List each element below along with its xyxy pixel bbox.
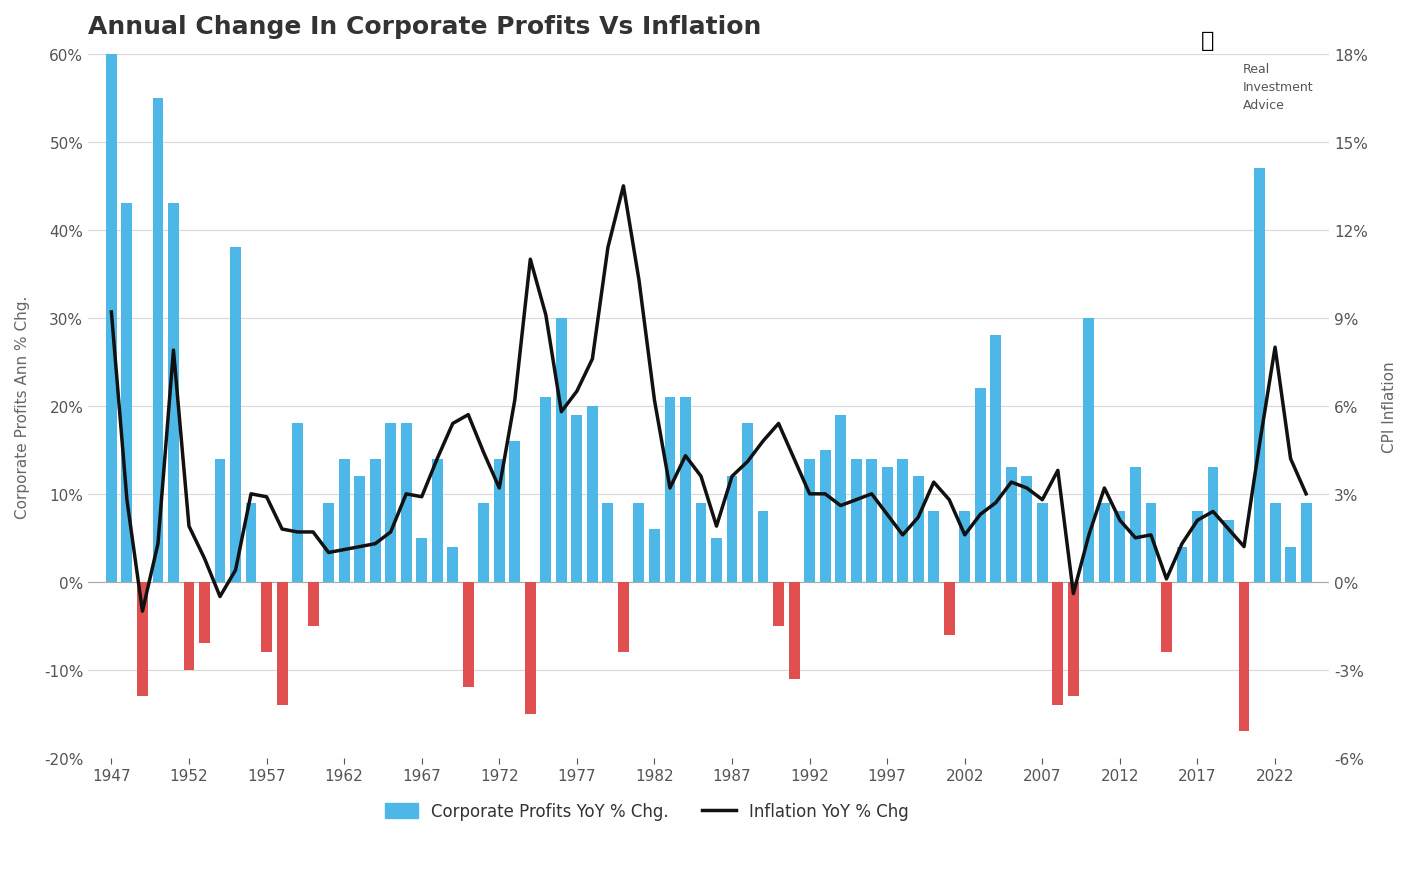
Bar	[1145, 503, 1156, 582]
Bar	[479, 503, 489, 582]
Bar	[959, 512, 970, 582]
Bar	[1005, 468, 1017, 582]
Bar	[184, 582, 195, 670]
Bar	[541, 398, 551, 582]
Bar	[1036, 503, 1048, 582]
Bar	[230, 249, 241, 582]
Bar	[510, 442, 520, 582]
Bar	[850, 460, 861, 582]
Bar	[432, 460, 442, 582]
Bar	[246, 503, 257, 582]
Bar	[370, 460, 381, 582]
Text: 🦅: 🦅	[1200, 31, 1214, 51]
Bar	[820, 451, 830, 582]
Bar	[1223, 520, 1234, 582]
Bar	[618, 582, 628, 653]
Bar	[1161, 582, 1172, 653]
Bar	[774, 582, 784, 626]
Bar	[1269, 503, 1281, 582]
Bar	[712, 538, 722, 582]
Bar	[121, 204, 133, 582]
Bar	[1021, 477, 1032, 582]
Bar	[1238, 582, 1250, 731]
Bar	[1130, 468, 1141, 582]
Bar	[1176, 547, 1187, 582]
Bar	[696, 503, 706, 582]
Bar	[634, 503, 644, 582]
Bar	[758, 512, 768, 582]
Y-axis label: CPI Inflation: CPI Inflation	[1382, 360, 1396, 452]
Bar	[168, 204, 179, 582]
Bar	[323, 503, 335, 582]
Bar	[261, 582, 273, 653]
Bar	[805, 460, 815, 582]
Bar	[789, 582, 799, 679]
Bar	[1192, 512, 1203, 582]
Bar	[943, 582, 955, 635]
Bar	[1254, 169, 1265, 582]
Bar	[650, 529, 659, 582]
Bar	[836, 415, 846, 582]
Bar	[912, 477, 923, 582]
Bar	[727, 477, 737, 582]
Bar	[1207, 468, 1219, 582]
Bar	[665, 398, 675, 582]
Bar	[448, 547, 457, 582]
Bar	[572, 415, 582, 582]
Bar	[897, 460, 908, 582]
Bar	[1285, 547, 1296, 582]
Bar	[106, 55, 117, 582]
Bar	[603, 503, 613, 582]
Bar	[1067, 582, 1079, 696]
Bar	[743, 424, 753, 582]
Bar	[1300, 503, 1312, 582]
Bar	[1052, 582, 1063, 705]
Bar	[292, 424, 304, 582]
Bar	[277, 582, 288, 705]
Bar	[881, 468, 892, 582]
Text: Real
Investment
Advice: Real Investment Advice	[1243, 63, 1313, 112]
Bar	[556, 318, 566, 582]
Text: Annual Change In Corporate Profits Vs Inflation: Annual Change In Corporate Profits Vs In…	[88, 15, 761, 39]
Bar	[152, 98, 164, 582]
Bar	[199, 582, 210, 644]
Y-axis label: Corporate Profits Ann % Chg.: Corporate Profits Ann % Chg.	[16, 295, 30, 518]
Bar	[587, 407, 597, 582]
Bar	[1114, 512, 1125, 582]
Bar	[417, 538, 428, 582]
Legend: Corporate Profits YoY % Chg., Inflation YoY % Chg: Corporate Profits YoY % Chg., Inflation …	[378, 796, 915, 827]
Bar	[990, 336, 1001, 582]
Bar	[494, 460, 504, 582]
Bar	[463, 582, 473, 687]
Bar	[681, 398, 690, 582]
Bar	[928, 512, 939, 582]
Bar	[137, 582, 148, 696]
Bar	[401, 424, 412, 582]
Bar	[215, 460, 226, 582]
Bar	[525, 582, 535, 714]
Bar	[1083, 318, 1094, 582]
Bar	[354, 477, 366, 582]
Bar	[385, 424, 397, 582]
Bar	[866, 460, 877, 582]
Bar	[1099, 503, 1110, 582]
Bar	[339, 460, 350, 582]
Bar	[974, 389, 986, 582]
Bar	[308, 582, 319, 626]
